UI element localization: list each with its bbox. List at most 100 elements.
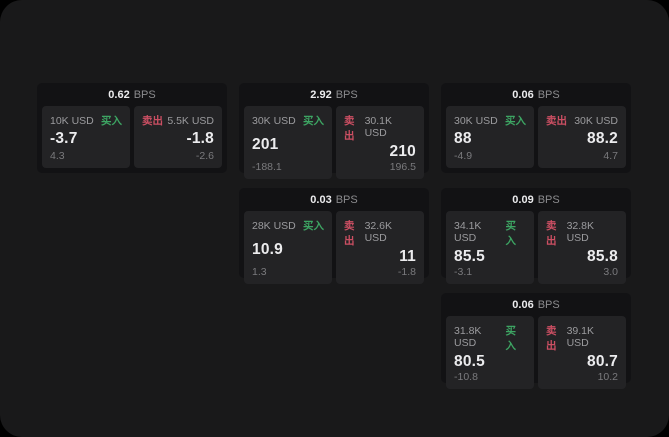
buy-side-label: 买入	[505, 325, 516, 352]
quote-card: 0.03 BPS 28K USD 买入 10.9 1.3 卖出 32.6K US…	[239, 188, 429, 284]
sell-amount: 39.1K USD	[566, 325, 595, 349]
buy-price: 10.9	[252, 240, 283, 258]
buy-amount: 30K USD	[454, 115, 498, 127]
quote-panels: 31.8K USD 买入 80.5 -10.8 卖出 39.1K USD 80.…	[446, 316, 626, 389]
quote-panels: 10K USD 买入 -3.7 4.3 卖出 5.5K USD -1.8 -2.…	[42, 106, 222, 168]
card-header: 0.06 BPS	[446, 83, 626, 106]
buy-side-label: 买入	[303, 220, 324, 232]
buy-side-label: 买入	[505, 115, 526, 127]
buy-panel[interactable]: 10K USD 买入 -3.7 4.3	[42, 106, 130, 168]
sell-price: 80.7	[587, 353, 618, 370]
buy-amount: 28K USD	[252, 220, 296, 232]
quote-panels: 28K USD 买入 10.9 1.3 卖出 32.6K USD 11 -1.8	[244, 211, 424, 284]
sell-panel[interactable]: 卖出 32.6K USD 11 -1.8	[336, 211, 424, 284]
sell-price: 11	[399, 248, 416, 265]
sell-amount: 5.5K USD	[167, 115, 214, 127]
sell-delta: 10.2	[597, 371, 618, 383]
sell-side-label: 卖出	[344, 115, 355, 142]
buy-side-label: 买入	[303, 115, 324, 127]
bps-unit-label: BPS	[537, 88, 560, 101]
sell-panel[interactable]: 卖出 39.1K USD 80.7 10.2	[538, 316, 626, 389]
sell-amount: 32.8K USD	[566, 220, 595, 244]
bps-value: 0.06	[512, 88, 534, 101]
buy-delta: -4.9	[454, 150, 473, 162]
cards-grid: 0.62 BPS 10K USD 买入 -3.7 4.3 卖出 5.5K USD…	[37, 83, 631, 389]
quote-card: 0.09 BPS 34.1K USD 买入 85.5 -3.1 卖出 32.8K…	[441, 188, 631, 284]
buy-panel-top: 34.1K USD 买入	[454, 218, 526, 248]
buy-price: 201	[252, 135, 279, 153]
sell-side-label: 卖出	[546, 220, 557, 247]
buy-delta: -3.1	[454, 266, 473, 278]
card-header: 2.92 BPS	[244, 83, 424, 106]
sell-delta: -2.6	[195, 150, 214, 162]
buy-panel[interactable]: 30K USD 买入 201 -188.1	[244, 106, 332, 179]
quote-card: 0.06 BPS 31.8K USD 买入 80.5 -10.8 卖出 39.1…	[441, 293, 631, 389]
buy-amount: 31.8K USD	[454, 325, 482, 349]
buy-amount: 30K USD	[252, 115, 296, 127]
quote-card: 0.62 BPS 10K USD 买入 -3.7 4.3 卖出 5.5K USD…	[37, 83, 227, 173]
bps-unit-label: BPS	[335, 193, 358, 206]
card-header: 0.06 BPS	[446, 293, 626, 316]
buy-panel[interactable]: 28K USD 买入 10.9 1.3	[244, 211, 332, 284]
buy-panel-top: 28K USD 买入	[252, 218, 324, 233]
sell-panel-top: 卖出 5.5K USD	[142, 113, 214, 128]
sell-panel[interactable]: 卖出 30K USD 88.2 4.7	[538, 106, 626, 168]
sell-panel[interactable]: 卖出 32.8K USD 85.8 3.0	[538, 211, 626, 284]
buy-panel[interactable]: 30K USD 买入 88 -4.9	[446, 106, 534, 168]
sell-panel-top: 卖出 30.1K USD	[344, 113, 416, 143]
buy-panel-top: 10K USD 买入	[50, 113, 122, 128]
buy-price: 80.5	[454, 353, 485, 370]
sell-price: 210	[389, 143, 416, 160]
bps-unit-label: BPS	[537, 193, 560, 206]
buy-price: -3.7	[50, 130, 78, 147]
sell-price: 88.2	[587, 130, 618, 147]
sell-side-label: 卖出	[344, 220, 355, 247]
sell-amount: 30.1K USD	[364, 115, 393, 139]
buy-amount: 10K USD	[50, 115, 94, 127]
buy-panel[interactable]: 31.8K USD 买入 80.5 -10.8	[446, 316, 534, 389]
buy-panel-top: 31.8K USD 买入	[454, 323, 526, 353]
bps-value: 2.92	[310, 88, 332, 101]
card-header: 0.09 BPS	[446, 188, 626, 211]
buy-side-label: 买入	[101, 115, 122, 127]
sell-panel[interactable]: 卖出 5.5K USD -1.8 -2.6	[134, 106, 222, 168]
sell-side-label: 卖出	[546, 115, 567, 127]
sell-amount: 32.6K USD	[364, 220, 393, 244]
card-header: 0.03 BPS	[244, 188, 424, 211]
quote-panels: 34.1K USD 买入 85.5 -3.1 卖出 32.8K USD 85.8…	[446, 211, 626, 284]
sell-side-label: 卖出	[546, 325, 557, 352]
sell-side-label: 卖出	[142, 115, 163, 127]
card-header: 0.62 BPS	[42, 83, 222, 106]
quote-card: 0.06 BPS 30K USD 买入 88 -4.9 卖出 30K USD 8…	[441, 83, 631, 173]
sell-panel[interactable]: 卖出 30.1K USD 210 196.5	[336, 106, 424, 179]
sell-delta: 4.7	[603, 150, 618, 162]
buy-price: 88	[454, 130, 472, 147]
buy-panel-top: 30K USD 买入	[252, 113, 324, 128]
bps-value: 0.09	[512, 193, 534, 206]
buy-side-label: 买入	[505, 220, 516, 247]
sell-amount: 30K USD	[574, 115, 618, 127]
sell-delta: 3.0	[603, 266, 618, 278]
buy-delta: 1.3	[252, 266, 267, 278]
sell-panel-top: 卖出 32.8K USD	[546, 218, 618, 248]
quote-panels: 30K USD 买入 88 -4.9 卖出 30K USD 88.2 4.7	[446, 106, 626, 168]
quote-card: 2.92 BPS 30K USD 买入 201 -188.1 卖出 30.1K …	[239, 83, 429, 179]
bps-value: 0.06	[512, 298, 534, 311]
bps-unit-label: BPS	[537, 298, 560, 311]
sell-panel-top: 卖出 32.6K USD	[344, 218, 416, 248]
buy-delta: -10.8	[454, 371, 478, 383]
buy-price: 85.5	[454, 248, 485, 265]
bps-value: 0.03	[310, 193, 332, 206]
sell-price: -1.8	[186, 130, 214, 147]
bps-unit-label: BPS	[335, 88, 358, 101]
sell-delta: -1.8	[397, 266, 416, 278]
bps-value: 0.62	[108, 88, 130, 101]
sell-panel-top: 卖出 39.1K USD	[546, 323, 618, 353]
buy-delta: -188.1	[252, 161, 282, 173]
buy-amount: 34.1K USD	[454, 220, 482, 244]
buy-panel[interactable]: 34.1K USD 买入 85.5 -3.1	[446, 211, 534, 284]
sell-price: 85.8	[587, 248, 618, 265]
sell-delta: 196.5	[389, 161, 416, 173]
quote-panels: 30K USD 买入 201 -188.1 卖出 30.1K USD 210 1…	[244, 106, 424, 179]
